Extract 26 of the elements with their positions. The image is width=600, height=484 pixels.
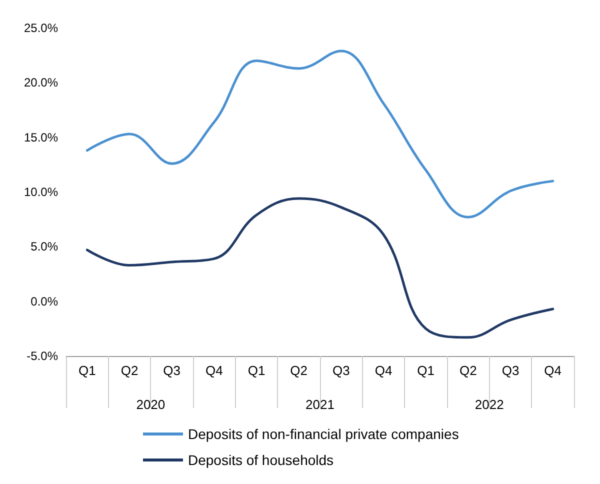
y-tick-label: 0.0% xyxy=(30,294,58,308)
legend-label: Deposits of non-financial private companies xyxy=(188,426,459,442)
line-series xyxy=(86,197,554,339)
x-tick-label: Q4 xyxy=(374,363,392,378)
x-tick-label: Q1 xyxy=(417,363,435,378)
text: 2022 xyxy=(474,397,504,412)
line-series xyxy=(86,50,554,218)
y-tick-label: -5.0% xyxy=(26,349,58,363)
y-tick-label: 15.0% xyxy=(24,130,58,144)
x-tick-label: Q3 xyxy=(163,363,181,378)
text: 2020 xyxy=(136,397,166,412)
x-tick-label: Q1 xyxy=(248,363,266,378)
x-tick-label: Q2 xyxy=(290,363,308,378)
x-tick-label: Q2 xyxy=(459,363,477,378)
x-tick-label: Q3 xyxy=(332,363,350,378)
y-tick-label: 25.0% xyxy=(24,21,58,35)
x-tick-label: Q1 xyxy=(78,363,96,378)
x-tick-label: Q3 xyxy=(502,363,520,378)
y-tick-label: 5.0% xyxy=(30,240,58,254)
x-tick-label: Q2 xyxy=(120,363,138,378)
text: 2021 xyxy=(306,397,334,412)
y-tick-label: 10.0% xyxy=(24,185,58,199)
legend-label: Deposits of households xyxy=(188,452,334,468)
x-tick-label: Q4 xyxy=(205,363,223,378)
x-tick-label: Q4 xyxy=(544,363,562,378)
y-tick-label: 20.0% xyxy=(24,76,58,90)
